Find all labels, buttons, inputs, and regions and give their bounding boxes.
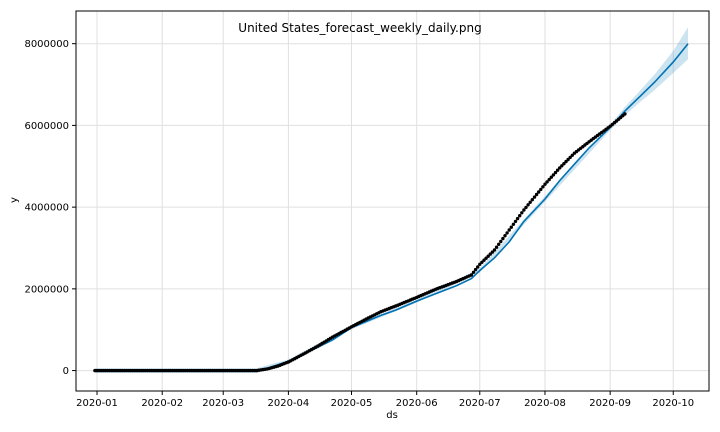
observed-point [562,162,566,166]
observed-point [555,168,560,172]
observed-point [553,170,558,175]
observed-point [486,254,490,258]
observed-point [545,180,549,184]
x-tick-label: 2020-06 [396,398,438,409]
observed-point [507,228,511,232]
observed-point [568,155,572,160]
observed-point [524,205,528,210]
observed-point [560,164,564,168]
observed-point [547,177,551,182]
observed-point [534,192,539,197]
observed-point [497,242,501,246]
observed-point [549,175,553,179]
observed-point [515,216,520,221]
x-tick-label: 2020-10 [652,398,694,409]
observed-point [503,234,507,238]
x-tick-label: 2020-01 [76,398,118,409]
y-tick-label: 0 [63,366,69,377]
observed-point [558,166,562,170]
axis-ticks: 2020-01 2020-02 2020-03 2020-04 2020-05 2020-… [24,39,694,409]
y-tick-label: 2000000 [24,284,69,295]
observed-point [539,187,543,192]
observed-point [566,157,570,162]
x-tick-label: 2020-02 [141,398,183,409]
observed-point [511,222,516,226]
observed-point [537,190,541,194]
y-axis-title: y [9,197,20,203]
observed-point [623,112,627,116]
observed-point [492,248,497,252]
y-tick-label: 4000000 [24,203,69,214]
observed-point [522,208,526,212]
observed-point [541,185,545,189]
observed-point [570,153,574,157]
x-tick-label: 2020-05 [331,398,373,409]
plot-frame [75,10,710,392]
x-tick-label: 2020-04 [268,398,310,409]
chart-title: United States_forecast_weekly_daily.png [238,21,481,35]
observed-point [480,260,484,264]
y-tick-label: 6000000 [24,121,69,132]
observed-point [473,267,478,272]
observed-point [476,265,480,269]
observed-point [543,182,547,186]
observed-point [520,211,524,215]
observed-point [513,219,518,224]
x-tick-label: 2020-07 [459,398,501,409]
observed-point [499,239,503,244]
observed-point [564,159,568,164]
observed-point [469,273,474,277]
x-tick-label: 2020-09 [589,398,631,409]
observed-point [551,173,556,177]
observed-point [518,214,522,218]
observed-point [471,270,476,274]
x-tick-label: 2020-08 [524,398,566,409]
observed-point [494,245,499,249]
observed-point [530,198,534,202]
observed-point [501,236,505,241]
x-tick-label: 2020-03 [202,398,244,409]
observed-point [490,250,495,254]
observed-point [526,203,530,207]
observed-points [93,112,627,373]
observed-point [505,231,509,235]
observed-point [532,195,537,199]
y-tick-label: 8000000 [24,39,69,50]
observed-point [528,200,532,204]
observed-point [509,225,513,229]
x-axis-title: ds [386,410,398,421]
